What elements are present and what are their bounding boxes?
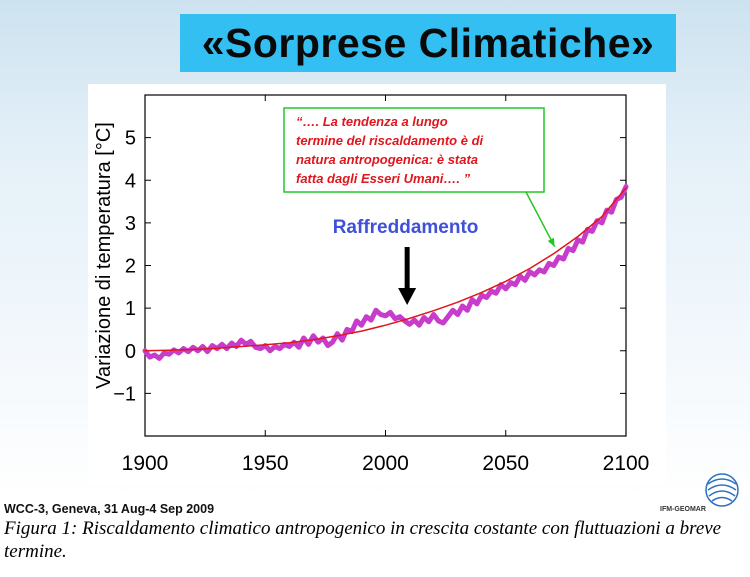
quote-box	[283, 107, 545, 193]
x-tick-label: 2000	[362, 452, 409, 475]
y-tick-label: 1	[125, 298, 136, 320]
cooling-annotation-label: Raffreddamento	[333, 217, 479, 238]
x-tick-label: 2050	[482, 452, 529, 475]
quote-pointer-line	[525, 191, 556, 248]
down-arrow-icon	[398, 288, 417, 305]
globe-logo-icon	[705, 473, 739, 507]
x-tick-label: 1950	[242, 452, 289, 475]
y-axis-label: Variazione di temperatura [°C]	[93, 122, 115, 389]
y-tick-label: 2	[125, 256, 136, 278]
quote-line: natura antropogenica: è stata	[296, 152, 478, 167]
observed-temperature-line	[142, 184, 629, 361]
logo-text: IFM-GEOMAR	[660, 506, 706, 513]
title-banner: «Sorprese Climatiche»	[180, 14, 676, 72]
quote-line: “…. La tendenza a lungo	[296, 114, 448, 129]
slide-title: «Sorprese Climatiche»	[201, 19, 655, 66]
ifm-geomar-logo: IFM-GEOMAR	[660, 466, 746, 520]
y-tick-label: 5	[125, 128, 136, 150]
quote-line: termine del riscaldamento è di	[296, 133, 484, 148]
long-term-trend-line	[144, 187, 627, 352]
quote-line: fatta dagli Esseri Umani…. ”	[296, 171, 471, 186]
figure-caption: Figura 1: Riscaldamento climatico antrop…	[4, 518, 722, 562]
y-tick-label: 4	[125, 170, 136, 192]
x-tick-label: 1900	[122, 452, 169, 475]
pointer-arrowhead-icon	[547, 237, 555, 247]
y-tick-label: −1	[113, 383, 136, 405]
y-tick-label: 0	[125, 341, 136, 363]
source-note: WCC-3, Geneva, 31 Aug-4 Sep 2009	[4, 502, 215, 516]
x-tick-label: 2100	[603, 452, 650, 475]
temperature-chart: 1900 1950 2000 2050 2100 −1 0 1 2 3 4 5 Variazione d…	[93, 94, 650, 475]
y-tick-label: 3	[125, 213, 136, 235]
chart-panel: 1900 1950 2000 2050 2100 −1 0 1 2 3 4 5 Variazione d…	[88, 84, 666, 484]
